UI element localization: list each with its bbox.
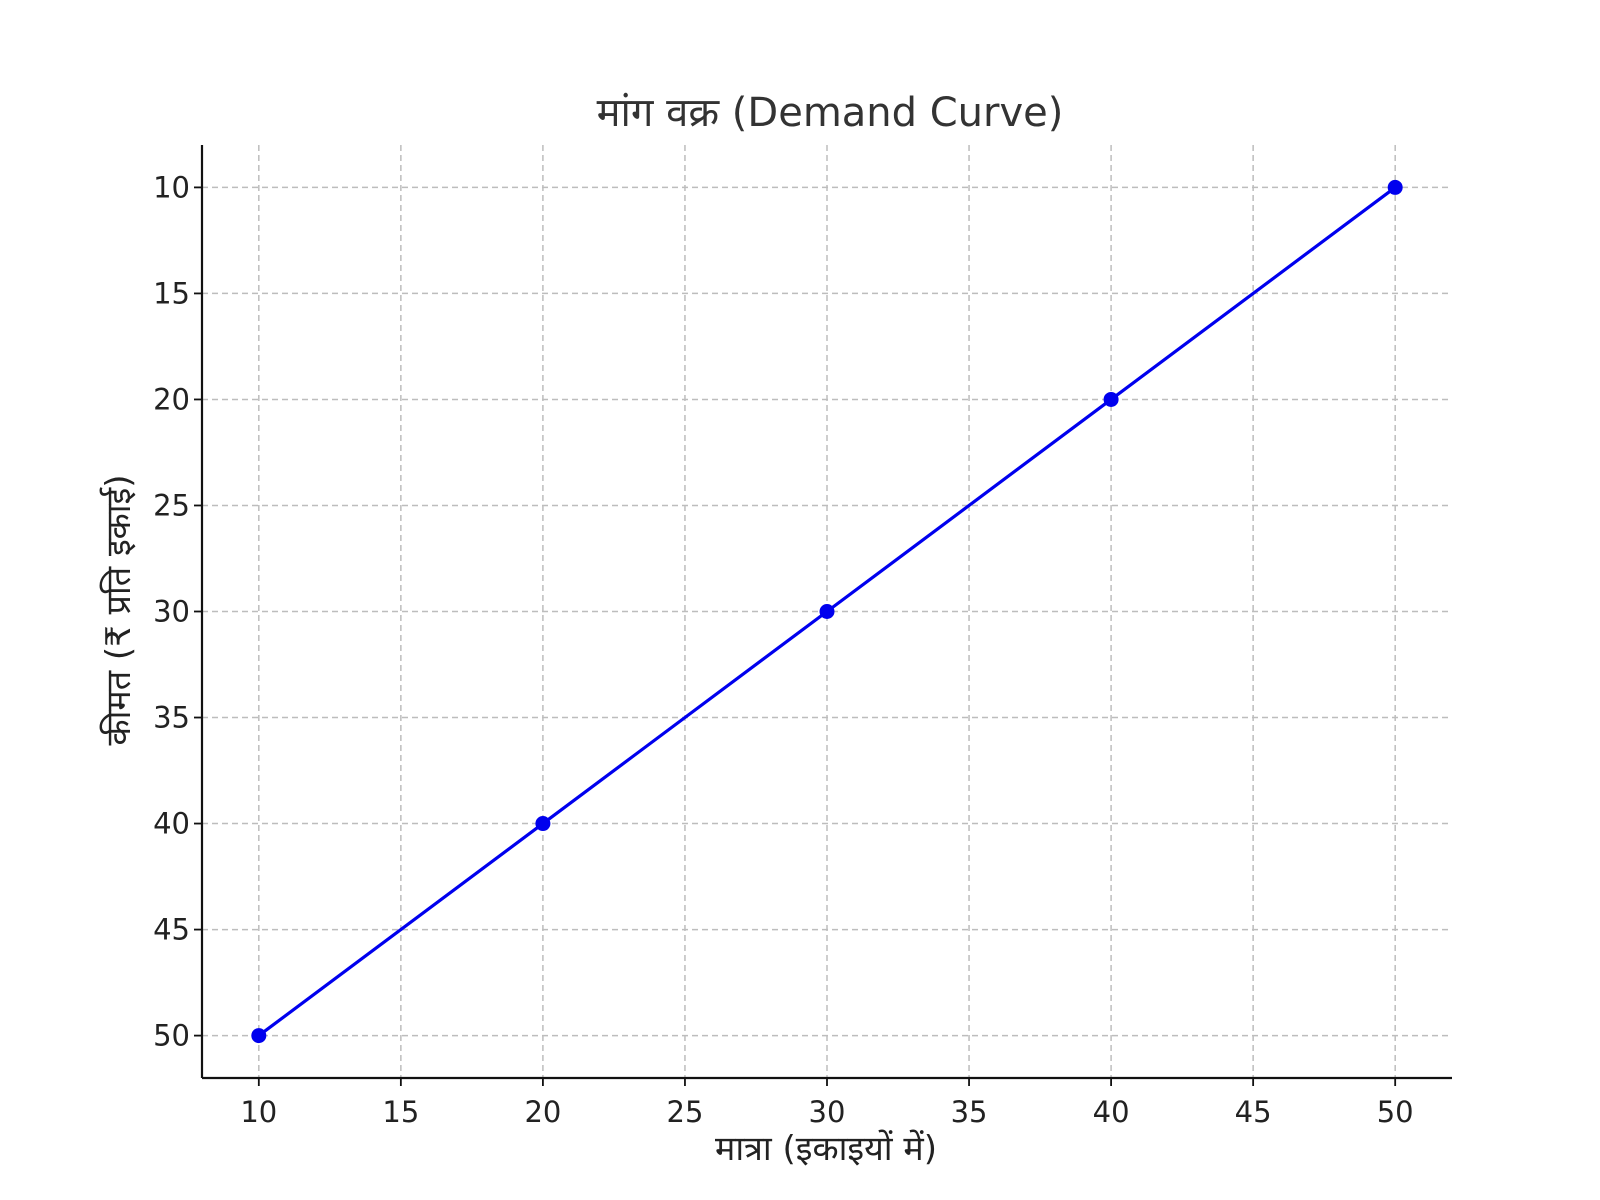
y-tick-label: 45 bbox=[153, 913, 190, 947]
y-tick-label: 20 bbox=[153, 382, 190, 416]
y-tick-label: 10 bbox=[153, 170, 190, 204]
x-axis-label: मात्रा (इकाइयों में) bbox=[715, 1129, 937, 1169]
x-tick-label: 30 bbox=[809, 1095, 846, 1129]
data-point bbox=[535, 816, 551, 832]
y-tick-label: 25 bbox=[153, 488, 190, 522]
series-layer bbox=[251, 179, 1403, 1044]
data-point bbox=[251, 1028, 267, 1044]
data-point bbox=[1387, 179, 1403, 195]
data-point bbox=[1103, 391, 1119, 407]
labels-layer: मांग वक्र (Demand Curve) मात्रा (इकाइयों… bbox=[99, 90, 1063, 1169]
data-point bbox=[819, 604, 835, 619]
y-tick-label: 35 bbox=[153, 701, 190, 735]
x-tick-label: 25 bbox=[667, 1095, 704, 1129]
y-tick-label: 40 bbox=[153, 807, 190, 841]
x-tick-label: 10 bbox=[240, 1095, 277, 1129]
y-tick-label: 30 bbox=[153, 595, 190, 629]
x-tick-label: 45 bbox=[1235, 1095, 1272, 1129]
grid-layer bbox=[202, 145, 1452, 1078]
x-tick-label: 40 bbox=[1093, 1095, 1130, 1129]
y-tick-label: 15 bbox=[153, 276, 190, 310]
x-tick-label: 15 bbox=[382, 1095, 419, 1129]
y-tick-label: 50 bbox=[153, 1019, 190, 1053]
chart-title: मांग वक्र (Demand Curve) bbox=[597, 90, 1064, 136]
x-tick-label: 50 bbox=[1377, 1095, 1414, 1129]
y-axis-label: कीमत (₹ प्रति इकाई) bbox=[99, 474, 139, 745]
axes-layer: 10 15 20 25 30 35 40 45 50 10 15 20 25 30 35 40 45 50 bbox=[153, 145, 1452, 1129]
x-tick-label: 20 bbox=[524, 1095, 561, 1129]
x-tick-label: 35 bbox=[951, 1095, 988, 1129]
